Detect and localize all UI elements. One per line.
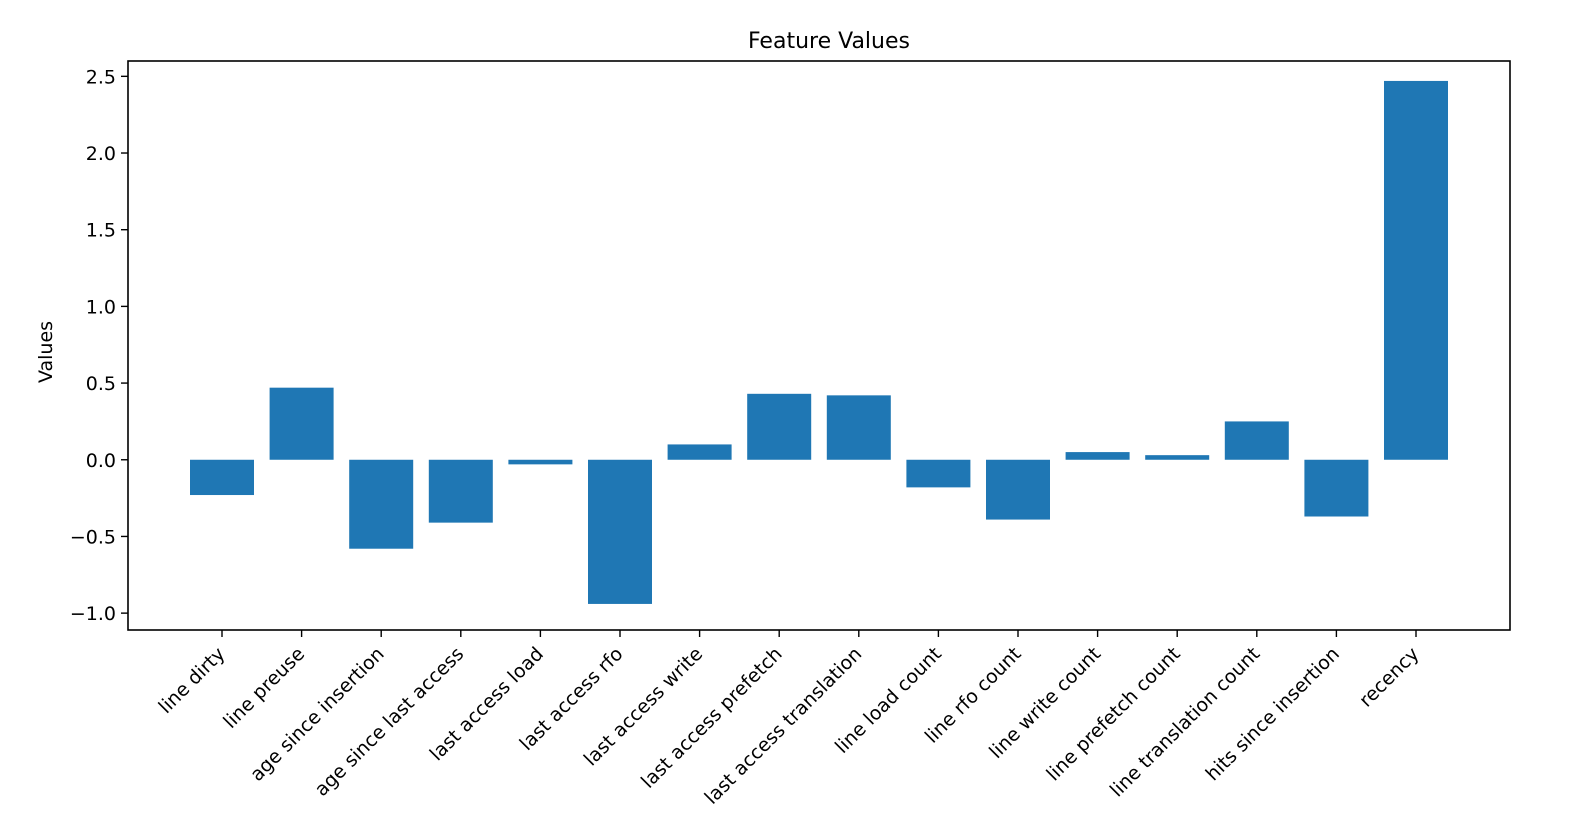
- y-tick-label: 2.0: [86, 143, 116, 165]
- x-tick-label: recency: [1355, 643, 1424, 712]
- bar-14: [1304, 459, 1369, 517]
- y-tick-label: −0.5: [70, 526, 116, 548]
- bar-3: [428, 459, 493, 523]
- bar-4: [508, 459, 573, 465]
- chart-title: Feature Values: [748, 29, 910, 54]
- x-tick-label: line translation count: [1106, 643, 1264, 801]
- bar-2: [349, 459, 414, 549]
- bar-12: [1145, 455, 1210, 460]
- y-tick-label: 0.5: [86, 373, 116, 395]
- x-tick-label: line dirty: [154, 643, 229, 718]
- bar-13: [1224, 421, 1289, 460]
- bar-8: [826, 395, 891, 460]
- bar-1: [269, 387, 334, 460]
- bar-7: [747, 393, 812, 460]
- bar-11: [1065, 452, 1130, 460]
- bar-10: [986, 459, 1050, 520]
- y-tick-label: 0.0: [86, 450, 116, 472]
- x-tick-label: age since insertion: [246, 643, 389, 786]
- plot-frame: [127, 60, 1511, 631]
- bar-5: [588, 459, 652, 604]
- x-tick-label: age since last access: [311, 643, 469, 801]
- bar-15: [1384, 80, 1448, 460]
- x-tick-label: last access translation: [700, 643, 866, 809]
- x-tick-label: last access prefetch: [637, 643, 787, 793]
- x-tick-label: line prefetch count: [1042, 643, 1184, 785]
- bars-group: [190, 80, 1448, 604]
- bar-0: [190, 459, 254, 496]
- x-tick-label: hits since insertion: [1202, 643, 1344, 785]
- y-tick-label: −1.0: [70, 603, 116, 625]
- y-tick-label: 1.5: [86, 220, 116, 242]
- bar-9: [906, 459, 971, 488]
- y-axis-ticks: −1.0 −0.5 0.0 0.5 1.0 1.5 2.0 2.5: [70, 66, 128, 625]
- bar-6: [667, 444, 732, 460]
- y-tick-label: 1.0: [86, 296, 116, 318]
- y-axis-label: Values: [35, 321, 57, 383]
- y-tick-label: 2.5: [86, 66, 116, 88]
